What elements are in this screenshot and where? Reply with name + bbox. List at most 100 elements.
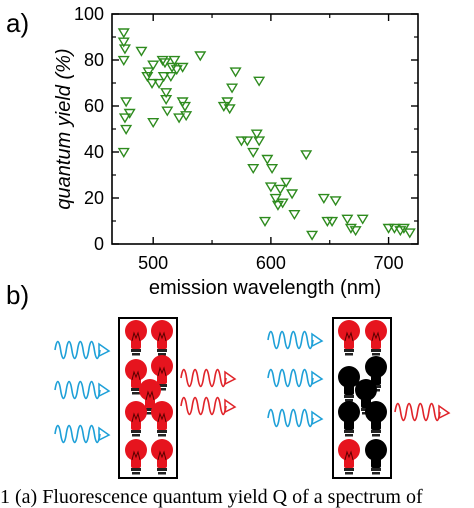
light-bulb	[338, 366, 360, 402]
scatter-point	[382, 223, 395, 234]
y-tick-label: 80	[84, 50, 104, 70]
scatter-point	[329, 196, 342, 207]
scatter-point	[141, 72, 154, 83]
incoming-wave	[54, 340, 101, 360]
scatter-point	[258, 216, 272, 227]
incoming-wave-arrowhead	[98, 382, 111, 398]
light-bulb	[338, 320, 360, 356]
scatter-point	[117, 55, 130, 66]
right-box	[332, 317, 392, 479]
scatter-point	[142, 67, 155, 78]
light-bulb	[125, 359, 147, 395]
scatter-point	[147, 118, 160, 129]
emitted-wave	[180, 396, 227, 416]
emitted-wave	[180, 368, 227, 388]
incoming-wave	[267, 368, 314, 388]
scatter-point	[286, 189, 299, 200]
incoming-wave	[54, 424, 101, 444]
scatter-point	[349, 226, 362, 237]
scatter-point	[229, 67, 242, 78]
scatter-point	[180, 111, 193, 122]
scatter-point	[266, 164, 279, 175]
incoming-wave	[267, 408, 314, 428]
caption-fragment: 1 (a) Fluorescence quantum yield Q of a …	[0, 486, 423, 508]
light-bulb	[365, 320, 387, 356]
scatter-point	[145, 78, 159, 89]
scatter-point	[253, 76, 266, 87]
panel-b-label: b)	[6, 280, 29, 310]
light-bulb	[125, 320, 147, 356]
y-tick-label: 20	[84, 188, 104, 208]
light-bulb	[151, 355, 173, 391]
right-bulbs	[338, 320, 387, 475]
scatter-point	[280, 177, 293, 188]
incoming-wave-arrowhead	[98, 426, 111, 442]
scatter-point	[117, 37, 130, 48]
light-bulb	[338, 401, 360, 437]
scatter-point	[173, 113, 186, 124]
scatter-point	[394, 226, 407, 237]
scatter-point	[276, 198, 289, 209]
scatter-point	[160, 95, 173, 106]
scatter-point	[356, 214, 369, 225]
incoming-wave-arrowhead	[311, 410, 324, 426]
axis-tick-labels: 500 600 700 0 20 40 60 80 100	[74, 4, 404, 273]
light-bulb	[365, 401, 387, 437]
scatter-point	[120, 97, 133, 108]
scatter-point	[261, 154, 274, 165]
scatter-point	[344, 223, 357, 234]
scatter-point	[274, 184, 287, 195]
left-incoming-waves	[54, 340, 111, 444]
emitted-wave-arrowhead	[224, 370, 237, 386]
scatter-point	[160, 88, 173, 99]
light-bulb	[139, 379, 161, 415]
light-bulb	[125, 439, 147, 475]
x-axis-title: emission wavelength (nm)	[149, 277, 381, 299]
scatter-chart: 500 600 700 0 20 40 60 80 100 emission wavelengt…	[53, 4, 419, 299]
light-bulb	[125, 401, 147, 437]
scatter-point	[117, 147, 130, 158]
light-bulb	[151, 320, 173, 356]
scatter-point	[235, 136, 248, 147]
y-tick-label: 40	[84, 142, 104, 162]
emitted-wave-arrowhead	[224, 398, 237, 414]
emitted-wave	[394, 402, 441, 422]
left-outgoing-waves	[180, 368, 237, 416]
scatter-point	[250, 129, 263, 140]
light-bulb	[365, 439, 387, 475]
incoming-wave-arrowhead	[98, 342, 111, 358]
light-bulb	[151, 401, 173, 437]
scatter-point	[178, 101, 192, 112]
scatter-point	[156, 55, 169, 66]
y-tick-label: 60	[84, 96, 104, 116]
scatter-point	[317, 193, 330, 204]
x-tick-label: 700	[374, 253, 404, 273]
panel-a-label: a)	[6, 8, 29, 38]
light-bulb	[151, 439, 173, 475]
light-bulb	[338, 439, 360, 475]
x-tick-label: 500	[138, 253, 168, 273]
scatter-point	[247, 147, 260, 158]
incoming-wave	[54, 380, 101, 400]
plot-area-frame	[111, 13, 419, 245]
scatter-point	[118, 44, 131, 55]
scatter-point	[153, 78, 166, 89]
scatter-point	[135, 46, 148, 57]
scatter-point	[176, 62, 189, 73]
incoming-wave	[267, 330, 314, 350]
scatter-point	[118, 113, 131, 124]
scatter-point	[123, 108, 136, 119]
scatter-point	[165, 62, 179, 73]
scatter-point	[306, 230, 319, 241]
scatter-point	[164, 72, 177, 83]
scatter-point	[157, 72, 170, 83]
scatter-point	[170, 65, 183, 76]
left-bulbs	[125, 320, 173, 475]
scatter-point	[300, 150, 313, 161]
scatter-point	[288, 210, 301, 221]
scatter-point	[194, 51, 207, 62]
left-box	[118, 317, 178, 479]
scatter-point	[168, 55, 181, 66]
scatter-point	[120, 124, 133, 135]
